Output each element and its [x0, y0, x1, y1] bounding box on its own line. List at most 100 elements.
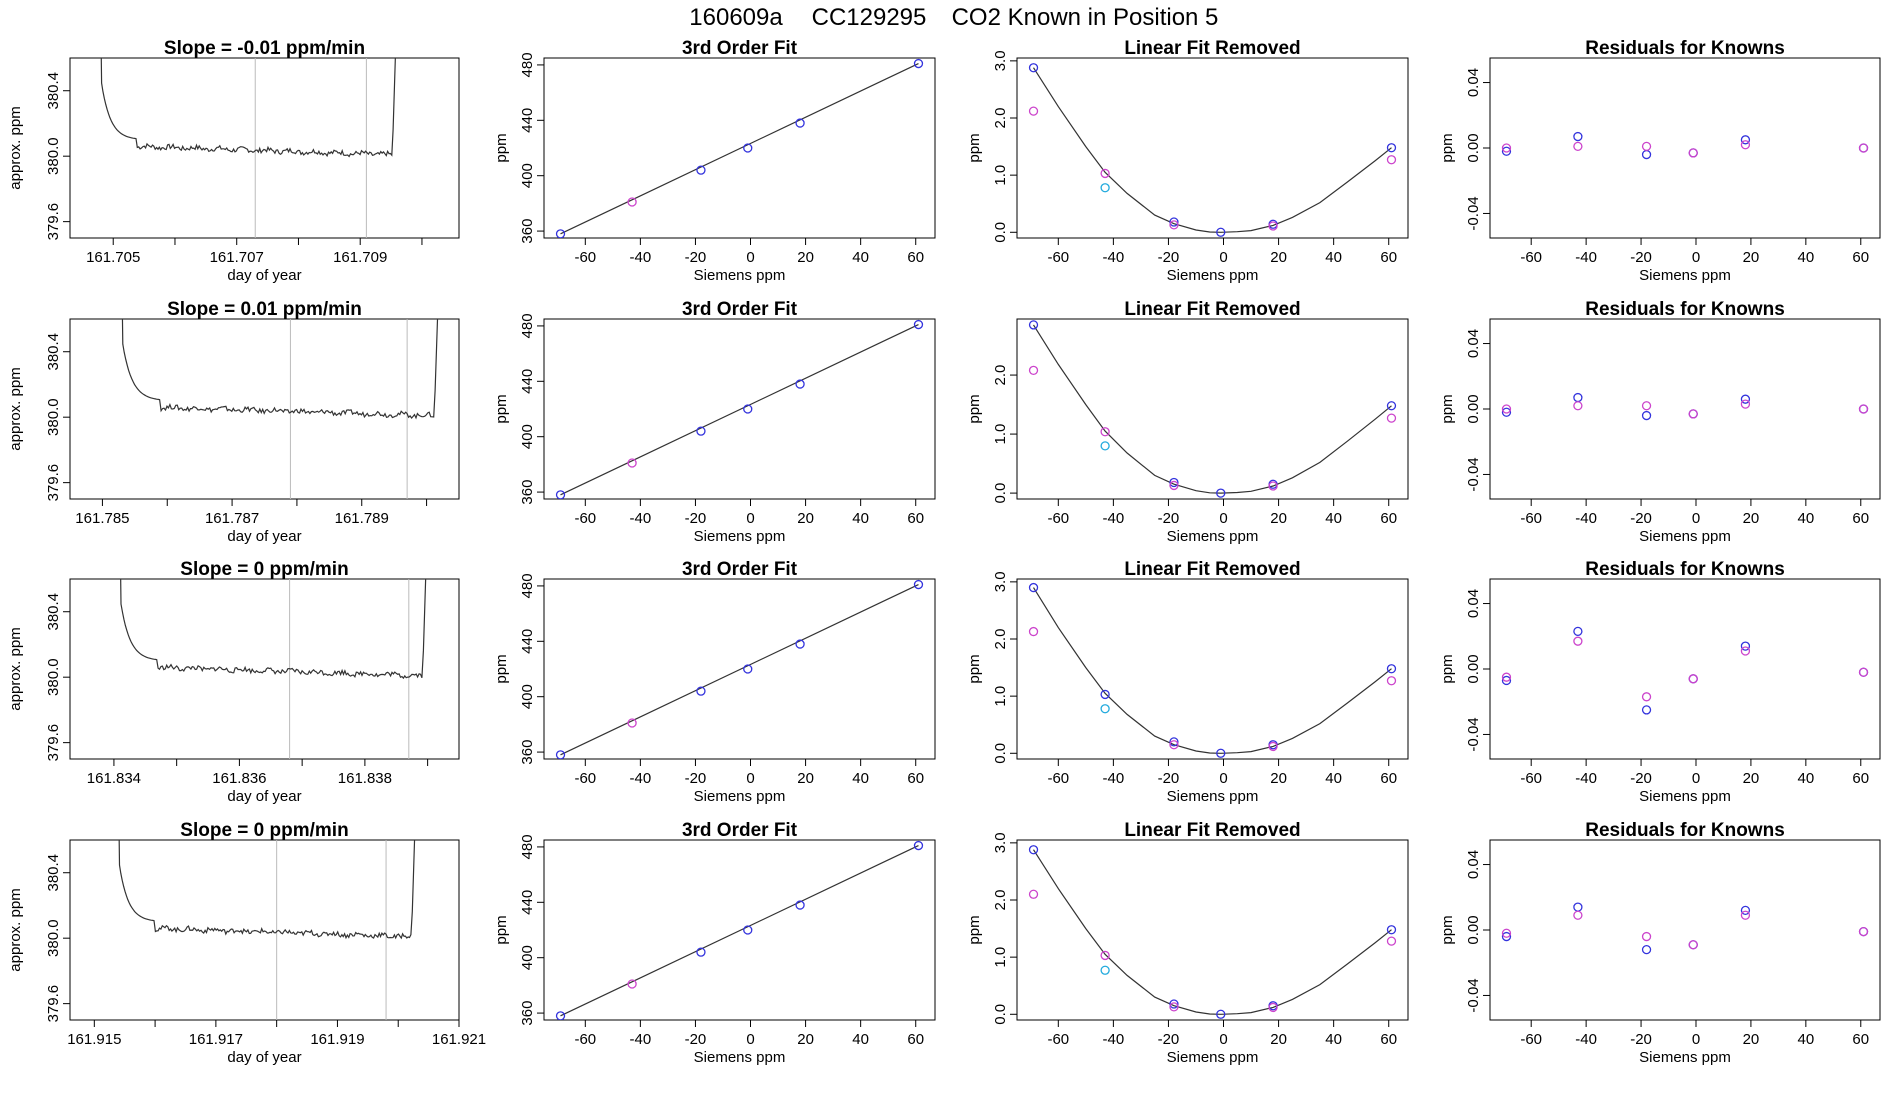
x-tick-label: 60: [907, 1031, 924, 1048]
y-tick-label: 0.00: [1465, 394, 1482, 423]
data-point: [1169, 477, 1179, 488]
x-tick-label: 40: [1798, 770, 1815, 787]
y-tick-label: 480: [519, 313, 536, 338]
data-point: [1386, 664, 1397, 674]
x-tick-label: 20: [1743, 1031, 1760, 1048]
data-point: [1268, 741, 1278, 752]
panel-title: Residuals for Knowns: [1585, 299, 1785, 320]
panel-6: 3rd Order Fit -60 -40 -20 0 20 40 60 360 400 440 48…: [493, 299, 936, 545]
x-tick-label: -20: [1158, 1031, 1180, 1048]
y-axis-label: ppm: [966, 394, 983, 423]
x-tick-label: 60: [1380, 249, 1397, 266]
y-tick-label: 0.04: [1465, 329, 1482, 358]
panel-15: Residuals for Knowns -60 -40 -20 0 20 40 60 -0.0…: [1439, 559, 1881, 805]
plot-area: [1501, 902, 1869, 955]
x-axis-label: day of year: [227, 1049, 301, 1066]
x-tick-label: -60: [1047, 1031, 1069, 1048]
data-point: [1028, 889, 1039, 899]
data-point: [1028, 320, 1039, 330]
x-tick-label: 0: [746, 510, 754, 527]
panel-title: 3rd Order Fit: [682, 38, 798, 59]
data-point: [1501, 404, 1512, 414]
data-point: [1501, 675, 1512, 686]
data-point: [1573, 626, 1583, 637]
data-point: [1028, 365, 1039, 375]
data-point: [627, 979, 637, 989]
data-point: [1386, 676, 1397, 686]
x-tick-label: -40: [1575, 1031, 1597, 1048]
y-tick-label: -0.04: [1465, 978, 1482, 1012]
plot-frame: [1016, 578, 1409, 760]
data-point: [1169, 220, 1179, 230]
data-point: [696, 686, 706, 696]
y-tick-label: -0.04: [1465, 196, 1482, 230]
y-tick-label: 0.00: [1465, 133, 1482, 162]
panel-title: Residuals for Knowns: [1585, 38, 1785, 59]
data-point: [1386, 155, 1397, 165]
x-tick-label: -20: [685, 510, 707, 527]
y-tick-label: 440: [519, 629, 536, 654]
x-tick-label: 161.709: [333, 249, 387, 266]
panel-2: Slope = 0.01 ppm/min 161.785 161.787 161.78…: [7, 299, 460, 545]
y-tick-label: 0.04: [1465, 68, 1482, 97]
data-point: [1740, 140, 1751, 150]
y-tick-label: 440: [519, 890, 536, 915]
y-tick-label: 1.0: [992, 947, 1009, 968]
figure-suptitle-run-id: 160609a: [689, 4, 783, 31]
figure-suptitle-cylinder: CC129295: [812, 4, 927, 31]
data-point: [1501, 407, 1512, 417]
x-axis-label: Siemens ppm: [1639, 528, 1731, 545]
plot-frame: [69, 839, 460, 1021]
y-tick-label: 1.0: [992, 424, 1009, 445]
data-point: [1573, 131, 1583, 142]
x-tick-label: 40: [852, 1031, 869, 1048]
data-point: [1169, 1002, 1179, 1012]
y-axis-label: approx. ppm: [7, 106, 24, 189]
x-tick-label: -60: [1047, 770, 1069, 787]
x-tick-label: 60: [1852, 1031, 1869, 1048]
x-tick-label: 40: [1325, 510, 1342, 527]
x-tick-label: 60: [907, 770, 924, 787]
data-point: [1100, 965, 1110, 975]
y-tick-label: 380.4: [45, 72, 62, 110]
data-point: [1688, 148, 1698, 158]
x-tick-label: 0: [1219, 1031, 1227, 1048]
data-point: [1688, 674, 1698, 684]
data-point: [743, 404, 753, 414]
data-point: [1268, 481, 1278, 491]
data-point: [696, 426, 706, 436]
data-point: [1641, 401, 1652, 411]
panel-title: 3rd Order Fit: [682, 299, 798, 320]
y-axis-label: ppm: [966, 915, 983, 944]
data-point: [1501, 143, 1512, 153]
y-tick-label: 0.0: [992, 222, 1009, 243]
data-point: [1688, 940, 1698, 950]
x-tick-label: -60: [574, 249, 596, 266]
x-tick-label: -20: [1158, 510, 1180, 527]
y-axis-label: ppm: [966, 133, 983, 162]
plot-frame: [543, 578, 936, 760]
panel-11: Linear Fit Removed -60 -40 -20 0 20 40 60 0.0 1.0…: [966, 559, 1409, 805]
panel-title: 3rd Order Fit: [682, 559, 798, 580]
panel-title: Slope = 0 ppm/min: [180, 559, 348, 580]
y-tick-label: 360: [519, 1001, 536, 1026]
panel-4: Slope = 0 ppm/min 161.915 161.917 161.919 16…: [7, 820, 486, 1066]
y-axis-label: approx. ppm: [7, 888, 24, 971]
x-axis-label: Siemens ppm: [1167, 788, 1259, 805]
data-point: [1858, 926, 1869, 937]
y-tick-label: 379.6: [45, 203, 62, 241]
x-tick-label: 60: [1852, 510, 1869, 527]
data-point: [1740, 399, 1751, 409]
plot-frame: [543, 57, 936, 239]
x-tick-label: 40: [1798, 1031, 1815, 1048]
x-axis-label: Siemens ppm: [694, 267, 786, 284]
data-point: [1386, 401, 1397, 411]
x-tick-label: 40: [852, 770, 869, 787]
x-tick-label: 20: [1270, 510, 1287, 527]
x-tick-label: -60: [1520, 1031, 1542, 1048]
data-point: [1858, 143, 1869, 153]
x-tick-label: 60: [1380, 510, 1397, 527]
x-tick-label: -20: [685, 770, 707, 787]
y-tick-label: 2.0: [992, 629, 1009, 650]
y-axis-label: ppm: [1439, 915, 1456, 944]
